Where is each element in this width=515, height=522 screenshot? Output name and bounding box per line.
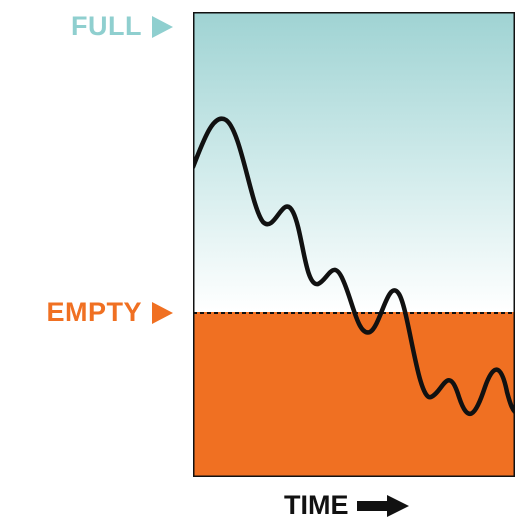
time-label-text: TIME xyxy=(284,490,349,520)
time-axis-label: TIME xyxy=(284,490,409,521)
empty-level-label: EMPTY xyxy=(46,297,173,328)
empty-marker-icon xyxy=(152,301,173,324)
full-marker-icon xyxy=(152,15,173,38)
full-level-label: FULL xyxy=(71,11,173,42)
empty-label-text: EMPTY xyxy=(46,297,142,327)
above-empty-region xyxy=(193,12,515,312)
below-empty-region xyxy=(193,312,515,477)
full-label-text: FULL xyxy=(71,11,142,41)
water-level-wave xyxy=(193,116,515,417)
plot-frame xyxy=(193,12,515,477)
level-plot xyxy=(193,12,515,477)
right-arrow-icon xyxy=(356,494,409,517)
